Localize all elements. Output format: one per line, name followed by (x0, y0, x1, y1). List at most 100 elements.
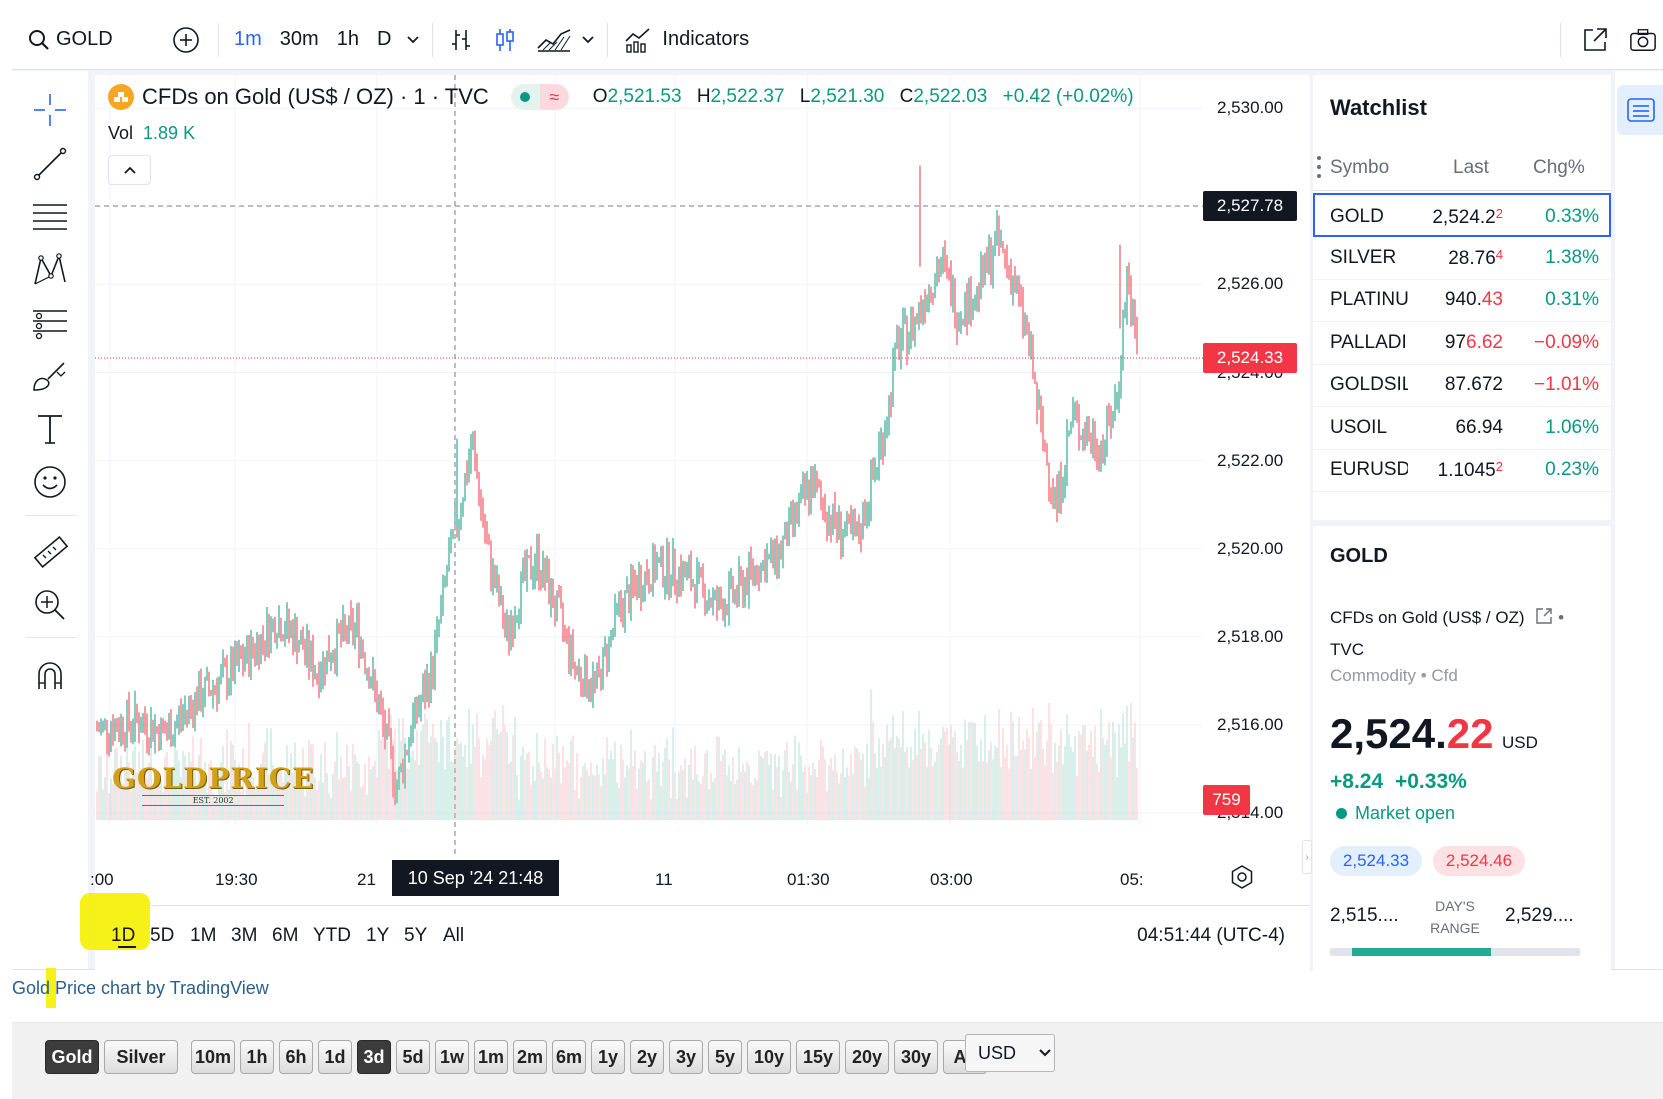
crosshair-tool[interactable] (30, 90, 70, 130)
watchlist-row-silver[interactable]: SILVER 28.764 1.38% (1313, 236, 1611, 280)
chevron-down-icon (582, 35, 595, 43)
col-symbol-header[interactable]: Symbo (1330, 157, 1390, 178)
volume-label: Vol (108, 123, 134, 143)
market-status-text[interactable]: Market open (1355, 803, 1456, 823)
market-status-dot[interactable]: ≈ (510, 84, 569, 110)
timezone-clock[interactable]: 04:51:44 (UTC-4) (1137, 925, 1285, 946)
range-1d[interactable]: 1D (111, 925, 136, 946)
period-button-2y[interactable]: 2y (630, 1040, 664, 1074)
open-external-button[interactable] (1567, 10, 1623, 70)
range-5y[interactable]: 5Y (404, 925, 428, 946)
bars-style-button[interactable] (439, 10, 483, 70)
volume-value: 1.89 K (143, 123, 196, 143)
ruler-icon (33, 535, 69, 569)
row-chg: −0.09% (1534, 331, 1599, 353)
emoji-tool[interactable] (30, 462, 70, 502)
brush-tool[interactable] (30, 356, 70, 396)
text-tool[interactable] (30, 409, 70, 449)
interval-d[interactable]: D (376, 28, 392, 50)
row-symbol: SILVER (1330, 246, 1397, 268)
watchlist-toggle-button[interactable] (1617, 85, 1663, 135)
range-ytd[interactable]: YTD (313, 925, 351, 946)
price-chart[interactable] (95, 75, 1205, 875)
period-button-1w[interactable]: 1w (435, 1040, 469, 1074)
period-button-10m[interactable]: 10m (191, 1040, 235, 1074)
range-all[interactable]: All (443, 925, 465, 946)
measure-tool[interactable] (30, 532, 70, 572)
pattern-tool[interactable] (30, 250, 70, 290)
interval-1h[interactable]: 1h (336, 28, 359, 50)
zoom-in-icon (35, 590, 65, 620)
period-button-3y[interactable]: 3y (669, 1040, 703, 1074)
time-tick: 03:00 (930, 870, 973, 889)
drag-handle-icon[interactable] (1317, 156, 1321, 178)
period-button-6m[interactable]: 6m (552, 1040, 586, 1074)
range-6m[interactable]: 6M (272, 925, 299, 946)
chart-settings-button[interactable] (1225, 860, 1259, 894)
period-button-10y[interactable]: 10y (747, 1040, 791, 1074)
snapshot-button[interactable] (1623, 10, 1663, 70)
period-button-5d[interactable]: 5d (396, 1040, 430, 1074)
range-5d[interactable]: 5D (150, 925, 175, 946)
collapse-panel-handle[interactable]: › (1302, 840, 1312, 874)
watchlist-row-gold[interactable]: GOLD 2,524.22 0.33% (1313, 193, 1611, 237)
indicators-button[interactable]: Indicators (614, 10, 759, 70)
volume-legend: Vol 1.89 K (108, 123, 195, 144)
interval-30m[interactable]: 30m (279, 28, 319, 50)
external-link-icon[interactable] (1535, 607, 1553, 625)
close-key: C (899, 86, 914, 107)
period-button-2m[interactable]: 2m (513, 1040, 547, 1074)
close-value: 2,522.03 (913, 86, 988, 107)
watchlist-title[interactable]: Watchlist (1330, 95, 1427, 120)
symbol-title[interactable]: CFDs on Gold (US$ / OZ) · 1 · TVC (142, 84, 489, 109)
details-description[interactable]: CFDs on Gold (US$ / OZ) (1330, 608, 1525, 627)
time-tick: 21 (357, 870, 376, 889)
range-3m[interactable]: 3M (231, 925, 258, 946)
candles-style-button[interactable] (483, 10, 527, 70)
chart-pane[interactable] (95, 75, 1310, 970)
range-1y[interactable]: 1Y (366, 925, 390, 946)
details-change: +8.24 (1330, 770, 1384, 793)
period-button-1d[interactable]: 1d (318, 1040, 352, 1074)
symbol-details-panel (1313, 520, 1611, 970)
row-last-tail: 2 (1495, 459, 1503, 474)
period-button-3d[interactable]: 3d (357, 1040, 391, 1074)
row-symbol: GOLDSIL (1330, 374, 1408, 395)
period-button-30y[interactable]: 30y (894, 1040, 938, 1074)
period-button-20y[interactable]: 20y (845, 1040, 889, 1074)
period-button-6h[interactable]: 6h (279, 1040, 313, 1074)
watchlist-row-goldsil[interactable]: GOLDSIL 87.672 −1.01% (1313, 363, 1611, 407)
period-button-15y[interactable]: 15y (796, 1040, 840, 1074)
magnet-tool[interactable] (30, 655, 70, 695)
chart-style-dropdown[interactable] (575, 10, 601, 70)
zoom-tool[interactable] (30, 585, 70, 625)
trend-line-tool[interactable] (30, 144, 70, 184)
range-1m[interactable]: 1M (190, 925, 217, 946)
details-change-pct: +0.33% (1394, 770, 1467, 793)
col-last-header[interactable]: Last (1453, 157, 1489, 178)
period-button-1h[interactable]: 1h (240, 1040, 274, 1074)
row-last: 2,524.22 (1415, 206, 1503, 229)
watchlist-row-palladi[interactable]: PALLADI 976.62 −0.09% (1313, 321, 1611, 365)
watchlist-row-eurusd[interactable]: EURUSD 1.10452 0.23% (1313, 448, 1611, 492)
details-exchange[interactable]: TVC (1330, 640, 1364, 659)
watchlist-row-platinu[interactable]: PLATINU 940.43 0.31% (1313, 278, 1611, 322)
watchlist-row-usoil[interactable]: USOIL 66.94 1.06% (1313, 406, 1611, 450)
collapse-legend-button[interactable] (108, 155, 151, 185)
period-button-5y[interactable]: 5y (708, 1040, 742, 1074)
symbol-search[interactable]: GOLD (12, 10, 162, 70)
interval-1m[interactable]: 1m (234, 28, 262, 50)
period-button-gold[interactable]: Gold (45, 1040, 99, 1074)
period-button-1y[interactable]: 1y (591, 1040, 625, 1074)
currency-select[interactable]: USD (965, 1034, 1055, 1072)
area-style-button[interactable] (527, 10, 575, 70)
compare-button[interactable] (162, 10, 212, 70)
period-button-silver[interactable]: Silver (104, 1040, 178, 1074)
interval-dropdown[interactable] (400, 10, 426, 70)
col-chg-header[interactable]: Chg% (1533, 157, 1585, 178)
forecast-tool[interactable] (30, 303, 70, 343)
fib-tool[interactable] (30, 197, 70, 237)
period-button-1m[interactable]: 1m (474, 1040, 508, 1074)
tradingview-caption[interactable]: Gold Price chart by TradingView (12, 978, 269, 998)
high-value: 2,522.37 (710, 86, 785, 107)
